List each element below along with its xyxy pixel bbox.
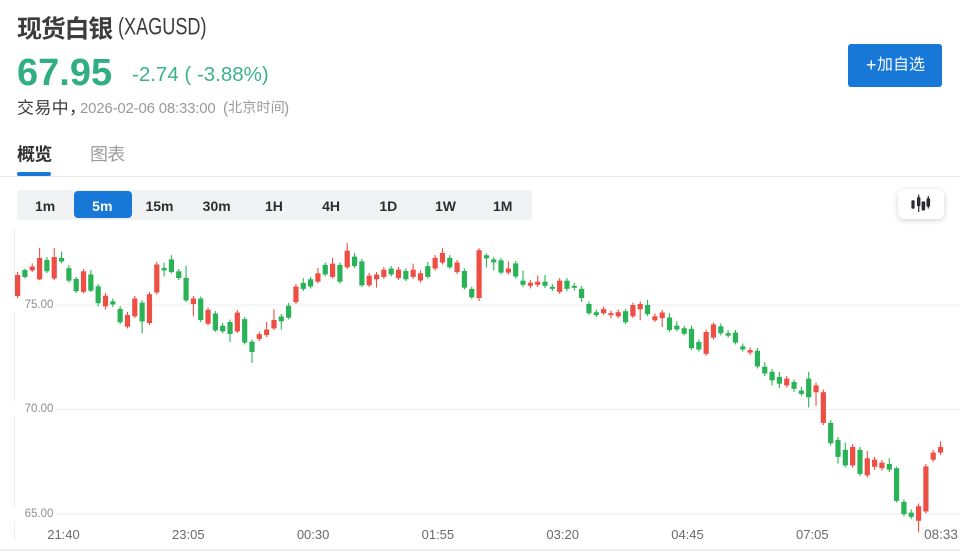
svg-text:(XAGUSD): (XAGUSD) [118, 13, 207, 40]
